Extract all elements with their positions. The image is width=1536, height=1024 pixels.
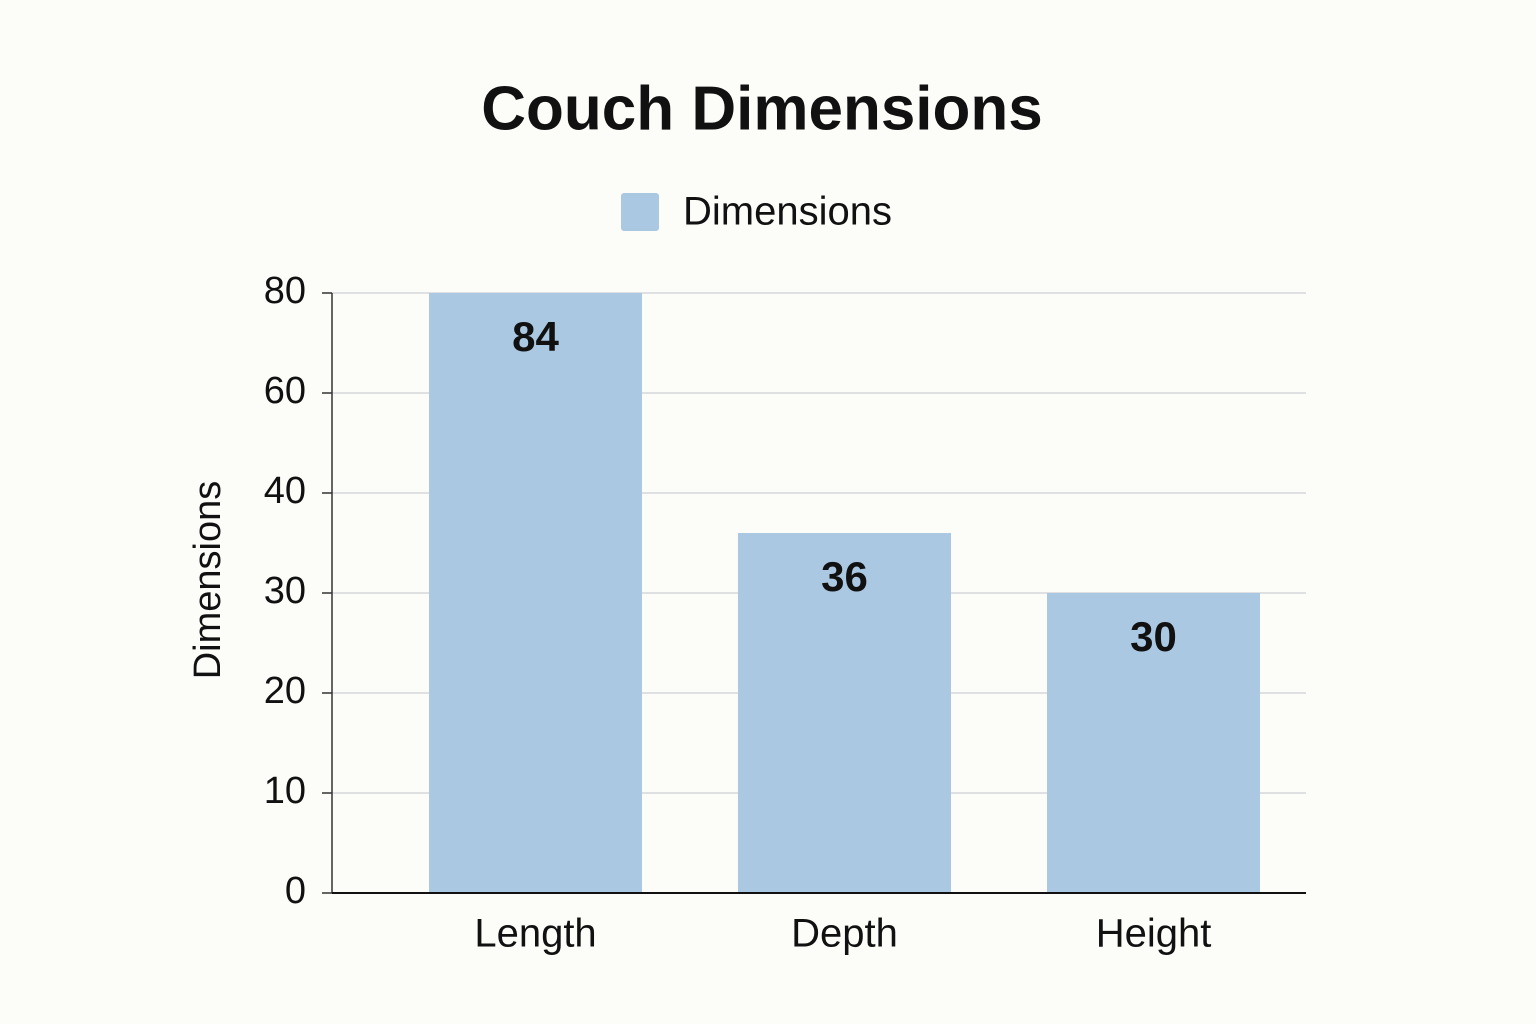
legend-label: Dimensions <box>683 190 892 234</box>
y-tick-label: 10 <box>264 770 306 812</box>
bar <box>429 293 642 893</box>
x-tick-label: Length <box>474 912 596 956</box>
bar <box>738 533 951 893</box>
legend-swatch <box>621 193 659 231</box>
bar <box>1047 593 1260 893</box>
x-tick-label: Depth <box>791 912 898 956</box>
value-label: 84 <box>512 313 559 360</box>
y-tick-label: 30 <box>264 570 306 612</box>
y-tick-label: 40 <box>264 470 306 512</box>
labels: 0 10 20 30 40 60 80 Length 84 Depth 36 Height 30 <box>264 270 1212 956</box>
bars <box>429 293 1260 893</box>
value-label: 36 <box>821 553 868 600</box>
chart-title: Couch Dimensions <box>481 74 1043 143</box>
y-tick-label: 80 <box>264 270 306 312</box>
value-label: 30 <box>1130 613 1177 660</box>
x-tick-label: Height <box>1096 912 1212 956</box>
y-axis-label: Dimensions <box>187 481 229 680</box>
y-tick-label: 20 <box>264 670 306 712</box>
y-tick-label: 0 <box>285 870 306 912</box>
y-tick-label: 60 <box>264 370 306 412</box>
